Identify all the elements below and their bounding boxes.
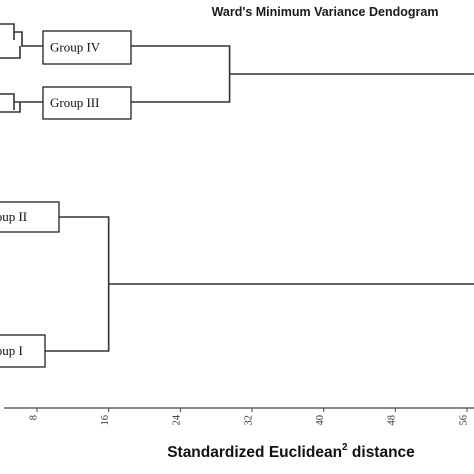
chart-title: Ward's Minimum Variance Dendogram	[212, 5, 439, 19]
group-label: Group III	[50, 95, 99, 110]
group-label: Group IV	[50, 40, 101, 55]
group-labels: Group IV Group III Group II Group I	[0, 30, 132, 368]
sub-branch	[0, 46, 21, 59]
sub-branch	[0, 23, 43, 47]
group-label-box	[42, 30, 132, 65]
sub-branch	[0, 93, 43, 110]
x-tick-label: 56	[458, 415, 469, 426]
x-axis: 8 16 24 32 40 48 56	[4, 407, 474, 426]
x-tick-label: 8	[28, 415, 39, 420]
x-tick-label: 16	[100, 415, 111, 426]
merge-link	[131, 45, 231, 103]
group-label-box	[42, 86, 132, 120]
dendrogram-links	[0, 23, 474, 352]
group-label: Group II	[0, 209, 27, 224]
x-tick-label: 32	[243, 415, 254, 426]
group-label-box	[0, 334, 46, 368]
x-axis-label: Standardized Euclidean2 distance	[167, 442, 415, 461]
group-label: Group I	[0, 343, 23, 358]
group-label-box	[0, 201, 60, 233]
merge-link	[45, 216, 110, 352]
x-tick-label: 24	[172, 414, 183, 425]
sub-branch	[0, 102, 21, 113]
x-tick-label: 40	[315, 415, 326, 426]
x-tick-label: 48	[387, 415, 398, 426]
